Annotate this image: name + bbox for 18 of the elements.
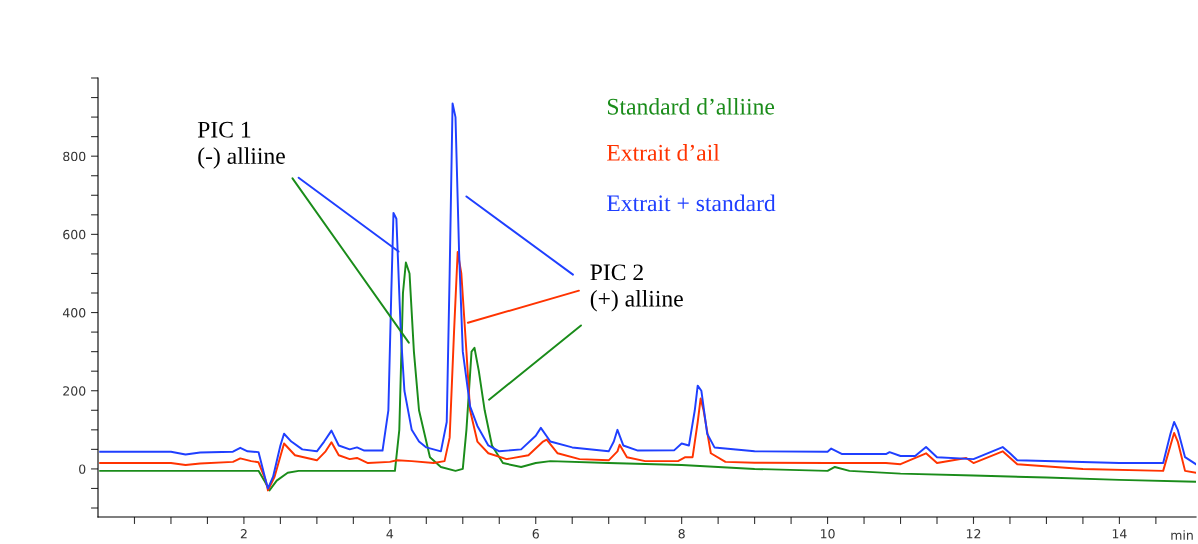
annotation: PIC 2 (+) alliine — [590, 264, 683, 312]
x-tick-label: 6 — [532, 529, 539, 539]
y-tick-label: 800 — [63, 151, 86, 162]
x-axis-title: min — [1171, 530, 1193, 540]
y-tick-label: 400 — [62, 308, 86, 318]
annotation: PIC 1 (-) alliine — [197, 121, 285, 169]
y-tick-label: 600 — [63, 229, 86, 240]
x-tick-label: 8 — [678, 529, 685, 539]
y-tick-label: 200 — [63, 386, 86, 396]
text: Extrait + standard — [607, 194, 776, 212]
x-tick-label: 2 — [240, 529, 247, 539]
x-tick-label: 14 — [1112, 529, 1127, 539]
x-tick-label: 12 — [966, 529, 981, 539]
x-tick-label: 10 — [820, 529, 835, 539]
x-tick-label: 4 — [386, 529, 394, 539]
text: Extrait d’ail — [607, 144, 720, 161]
text: Standard d’alliine — [607, 98, 775, 115]
y-tick-label: 0 — [79, 464, 86, 474]
